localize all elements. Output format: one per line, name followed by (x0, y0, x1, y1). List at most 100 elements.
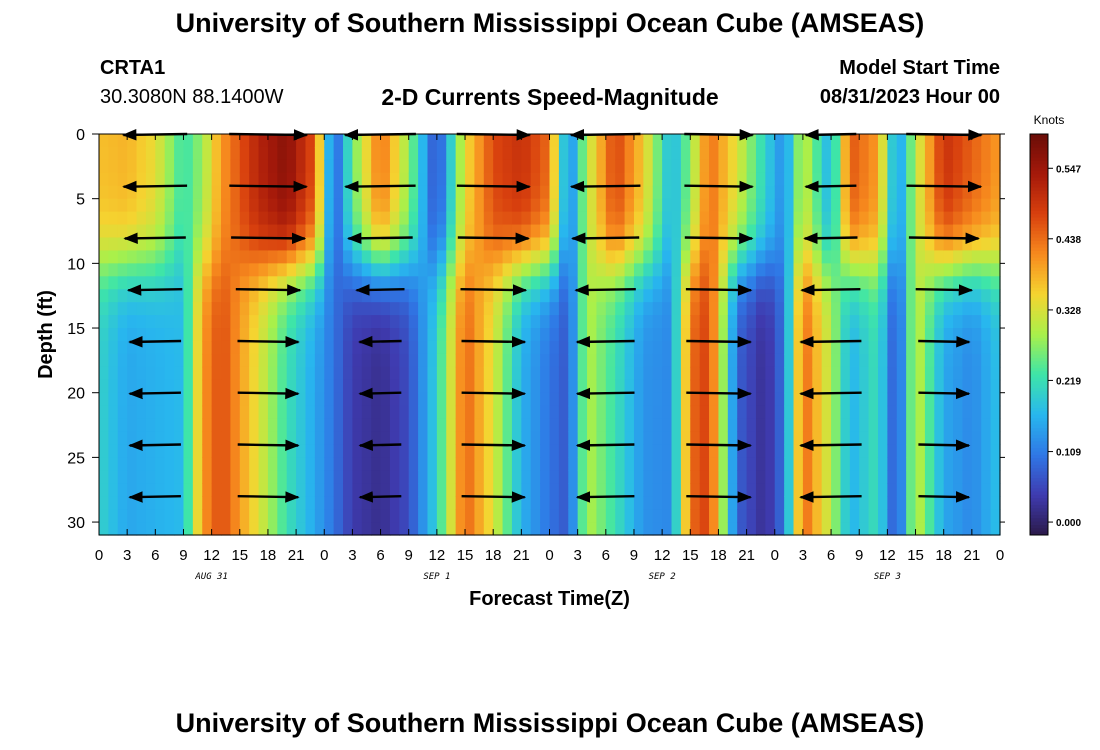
heat-cell (887, 250, 898, 264)
heat-cell (727, 405, 738, 420)
heat-cell (371, 353, 382, 368)
heat-cell (924, 250, 935, 264)
heat-cell (258, 263, 269, 277)
colorbar-tick-label: 0.438 (1056, 235, 1081, 246)
heat-cell (737, 302, 748, 316)
heat-cell (211, 224, 222, 239)
colorbar-segment (1030, 334, 1048, 339)
heat-cell (192, 211, 203, 226)
heat-cell (211, 405, 222, 420)
heat-cell (568, 483, 579, 497)
heat-cell (352, 146, 363, 161)
heat-cell (493, 379, 504, 394)
heat-cell (267, 211, 278, 226)
heat-cell (286, 302, 297, 316)
colorbar-segment (1030, 518, 1048, 523)
heat-cell (192, 470, 203, 484)
heat-cell (962, 276, 973, 290)
heat-cell (981, 328, 992, 342)
heat-cell (587, 509, 598, 523)
heat-cell (155, 185, 166, 200)
heat-cell (587, 522, 598, 536)
heat-cell (465, 328, 476, 342)
heat-cell (709, 211, 720, 226)
heat-cell (352, 431, 363, 446)
heat-cell (258, 457, 269, 471)
heat-cell (746, 444, 757, 458)
heat-cell (314, 315, 325, 329)
heat-cell (587, 185, 598, 200)
heat-cell (840, 146, 851, 161)
heat-cell (408, 353, 419, 368)
heat-cell (727, 431, 738, 446)
heat-cell (267, 302, 278, 316)
heat-cell (436, 483, 447, 497)
heat-cell (249, 198, 260, 213)
heat-cell (868, 379, 879, 394)
heat-cell (183, 431, 194, 446)
heat-cell (380, 146, 391, 161)
heat-cell (333, 470, 344, 484)
heat-cell (643, 470, 654, 484)
heat-cell (493, 522, 504, 536)
heat-cell (831, 470, 842, 484)
heat-cell (192, 431, 203, 446)
heat-cell (502, 470, 513, 484)
heat-cell (849, 522, 860, 536)
heat-cell (896, 315, 907, 329)
heat-cell (596, 366, 607, 381)
heat-cell (474, 496, 485, 510)
heat-cell (127, 431, 138, 446)
heat-cell (145, 237, 156, 252)
heat-cell (408, 405, 419, 420)
heat-cell (324, 392, 335, 407)
heat-cell (127, 483, 138, 497)
heat-cell (352, 444, 363, 458)
heat-cell (831, 444, 842, 458)
heat-cell (117, 172, 128, 187)
heat-cell (831, 185, 842, 200)
heat-cell (718, 353, 729, 368)
heat-cell (117, 522, 128, 536)
heat-cell (230, 289, 241, 303)
heat-cell (296, 366, 307, 381)
heat-cell (671, 185, 682, 200)
heat-cell (605, 302, 616, 316)
heat-cell (755, 172, 766, 187)
heat-cell (868, 457, 879, 471)
heat-cell (943, 522, 954, 536)
heat-cell (352, 483, 363, 497)
heat-cell (427, 302, 438, 316)
heat-cell (371, 496, 382, 510)
heat-cell (108, 302, 119, 316)
heat-cell (361, 418, 372, 433)
heat-cell (652, 315, 663, 329)
heat-cell (314, 444, 325, 458)
heat-cell (474, 457, 485, 471)
heat-cell (230, 159, 241, 174)
heat-cell (521, 237, 532, 252)
heat-cell (802, 237, 813, 252)
heat-cell (108, 457, 119, 471)
heat-cell (849, 392, 860, 407)
current-arrow (358, 439, 402, 451)
heat-cell (802, 172, 813, 187)
heat-cell (230, 392, 241, 407)
heat-cell (906, 457, 917, 471)
heat-cell (568, 289, 579, 303)
heat-cell (511, 224, 522, 239)
heat-cell (117, 353, 128, 368)
heat-cell (812, 340, 823, 355)
heat-cell (868, 315, 879, 329)
heat-cell (709, 431, 720, 446)
heat-cell (343, 431, 354, 446)
current-arrow (686, 491, 753, 503)
heat-cell (164, 496, 175, 510)
heat-cell (474, 211, 485, 226)
heat-cell (465, 172, 476, 187)
heat-cell (455, 172, 466, 187)
heat-cell (624, 509, 635, 523)
heat-cell (690, 159, 701, 174)
heat-cell (108, 392, 119, 407)
heat-cell (887, 185, 898, 200)
